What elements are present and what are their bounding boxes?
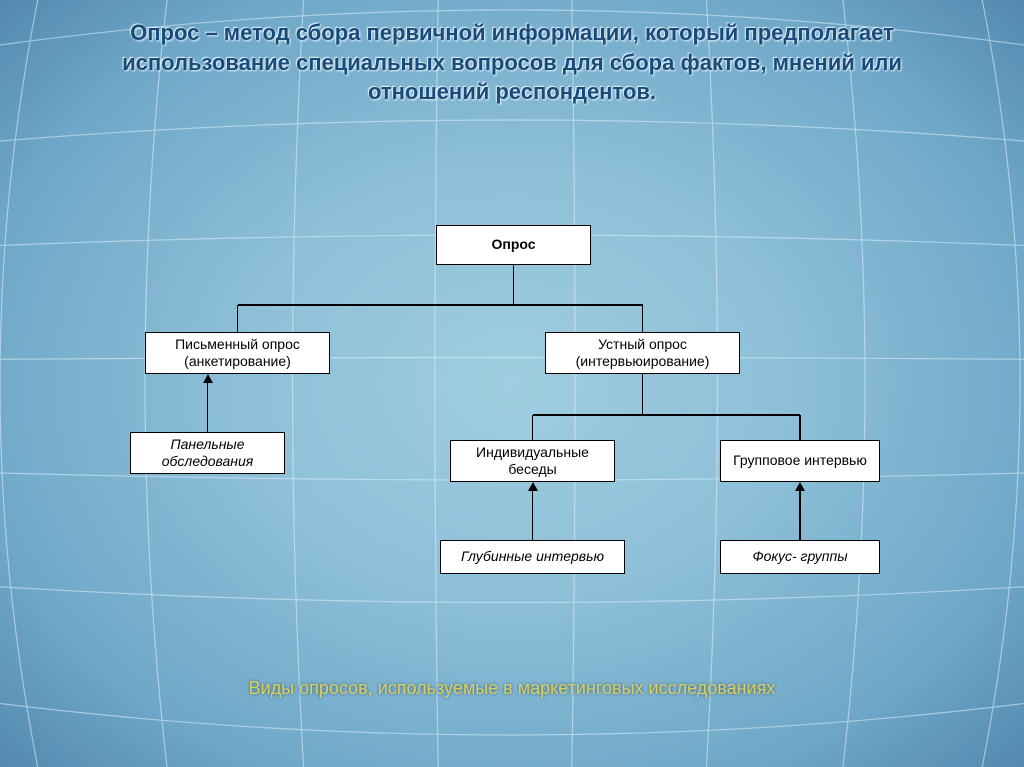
diagram-caption: Виды опросов, используемые в маркетингов… xyxy=(0,678,1024,699)
node-panel: Панельные обследования xyxy=(130,432,285,474)
node-group: Групповое интервью xyxy=(720,440,880,482)
edge xyxy=(642,374,644,415)
edge xyxy=(513,265,515,305)
arrow-head xyxy=(795,482,805,491)
node-depth: Глубинные интервью xyxy=(440,540,625,574)
arrow-head xyxy=(203,374,213,383)
node-root: Опрос xyxy=(436,225,591,265)
edge xyxy=(237,305,239,332)
arrow-head xyxy=(528,482,538,491)
edge xyxy=(799,415,801,440)
arrow-shaft xyxy=(532,490,534,540)
edge xyxy=(532,415,534,440)
edge xyxy=(642,305,644,332)
node-focus: Фокус- группы xyxy=(720,540,880,574)
arrow-shaft xyxy=(799,490,801,540)
globe-grid-background xyxy=(0,0,1024,767)
edge xyxy=(533,414,801,416)
node-oral: Устный опрос (интервьюирование) xyxy=(545,332,740,374)
arrow-shaft xyxy=(207,382,209,432)
edge xyxy=(238,304,643,306)
node-written: Письменный опрос (анкетирование) xyxy=(145,332,330,374)
slide-title: Опрос – метод сбора первичной информации… xyxy=(60,18,964,107)
node-individual: Индивидуальные беседы xyxy=(450,440,615,482)
